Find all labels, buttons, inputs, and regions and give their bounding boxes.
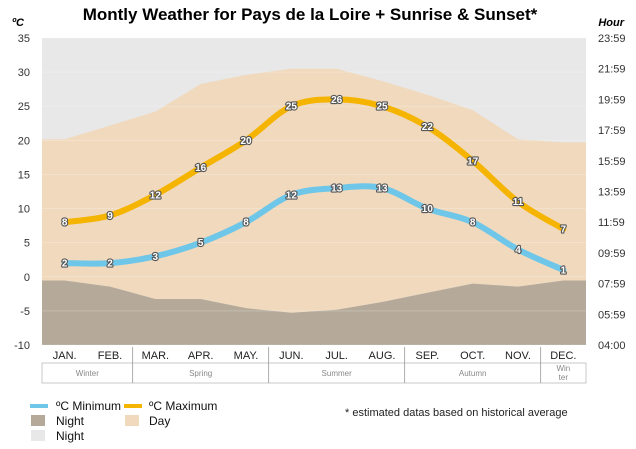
x-tick-label: JUN. — [279, 350, 303, 362]
data-label-minimum: 3 — [153, 252, 159, 263]
y-tick-label: -10 — [14, 340, 30, 352]
y-tick-label: -5 — [20, 306, 30, 318]
x-tick-label: AUG. — [369, 350, 396, 362]
chart-title: Montly Weather for Pays de la Loire + Su… — [83, 5, 538, 24]
x-tick-label: OCT. — [460, 350, 485, 362]
y2-tick-label: 07:59 — [598, 279, 626, 291]
series-lines — [61, 96, 567, 273]
season-label: Winter — [76, 369, 99, 378]
y2-tick-label: 23:59 — [598, 33, 626, 45]
legend-label-night-light: Night — [56, 429, 85, 443]
data-label-minimum: 12 — [286, 190, 298, 201]
legend-swatch-night-dark — [31, 415, 45, 426]
season-label: Autumn — [459, 369, 487, 378]
legend-item-day: Day — [125, 414, 170, 428]
y-tick-label: 20 — [18, 135, 30, 147]
x-tick-label: SEP. — [416, 350, 440, 362]
data-label-maximum: 11 — [513, 197, 524, 208]
data-label-maximum: 26 — [331, 95, 343, 106]
y-tick-label: 35 — [18, 33, 30, 45]
legend-label-night-dark: Night — [56, 414, 85, 428]
x-tick-label: MAY. — [234, 350, 259, 362]
y2-tick-label: 11:59 — [598, 217, 625, 229]
y2-tick-label: 05:59 — [598, 309, 626, 321]
data-label-minimum: 8 — [470, 218, 476, 229]
data-label-maximum: 20 — [240, 136, 252, 147]
data-label-maximum: 7 — [561, 225, 567, 236]
axes: 35302520151050-5-1023:5921:5919:5917:591… — [14, 33, 626, 384]
x-tick-label: DEC. — [550, 350, 576, 362]
data-label-maximum: 8 — [62, 218, 68, 229]
season-label-line: ter — [559, 373, 569, 382]
y2-tick-label: 13:59 — [598, 187, 626, 199]
y2-tick-label: 09:59 — [598, 248, 626, 260]
y-tick-label: 5 — [24, 238, 30, 250]
x-tick-label: MAR. — [142, 350, 170, 362]
y2-tick-label: 21:59 — [598, 64, 626, 76]
series-line-minimum — [61, 183, 567, 273]
data-label-minimum: 4 — [515, 245, 521, 256]
legend-item-night-light: Night — [31, 429, 85, 443]
y-axis-unit: ºC — [12, 17, 25, 29]
x-tick-label: FEB. — [98, 350, 122, 362]
legend-item-minimum: ºC Minimum — [30, 399, 121, 413]
data-label-minimum: 10 — [422, 204, 434, 215]
legend-item-night-dark: Night — [31, 414, 85, 428]
data-label-maximum: 17 — [467, 156, 479, 167]
y2-tick-label: 15:59 — [598, 156, 626, 168]
legend: ºC Minimum ºC Maximum Night Day Night — [30, 399, 217, 443]
y2-axis-unit: Hour — [598, 17, 624, 29]
data-label-maximum: 9 — [107, 211, 113, 222]
legend-item-maximum: ºC Maximum — [124, 399, 217, 413]
legend-label-maximum: ºC Maximum — [149, 399, 217, 413]
y2-tick-label: 04:00 — [598, 340, 626, 352]
data-label-maximum: 25 — [286, 102, 298, 113]
legend-swatch-day — [125, 415, 139, 426]
data-label-maximum: 22 — [422, 122, 434, 133]
x-tick-label: JUL. — [325, 350, 348, 362]
data-label-minimum: 5 — [198, 238, 204, 249]
data-label-maximum: 12 — [150, 190, 162, 201]
y2-tick-label: 19:59 — [598, 94, 626, 106]
data-label-minimum: 2 — [107, 259, 113, 270]
season-label-line: Win — [556, 364, 570, 373]
legend-label-minimum: ºC Minimum — [56, 399, 121, 413]
legend-label-day: Day — [149, 414, 170, 428]
x-tick-label: APR. — [188, 350, 214, 362]
data-label-maximum: 25 — [376, 102, 388, 113]
data-label-minimum: 13 — [376, 184, 388, 195]
y-tick-label: 25 — [18, 101, 30, 113]
season-strip — [41, 362, 587, 384]
data-label-minimum: 13 — [331, 184, 343, 195]
data-label-minimum: 8 — [243, 218, 249, 229]
legend-swatch-night-light — [31, 430, 45, 441]
night-band-lower — [42, 280, 586, 345]
x-tick-label: JAN. — [53, 350, 77, 362]
series-line-maximum — [61, 96, 567, 233]
season-label: Summer — [322, 369, 353, 378]
season-label: Spring — [189, 369, 212, 378]
y-tick-label: 15 — [18, 169, 30, 181]
x-tick-label: NOV. — [505, 350, 531, 362]
y2-tick-label: 17:59 — [598, 125, 626, 137]
y-tick-label: 30 — [18, 67, 30, 79]
data-label-minimum: 1 — [561, 265, 567, 276]
data-label-minimum: 2 — [62, 259, 68, 270]
footnote: * estimated datas based on historical av… — [345, 407, 568, 419]
y-tick-label: 10 — [18, 204, 30, 216]
y-tick-label: 0 — [24, 272, 30, 284]
data-label-maximum: 16 — [195, 163, 207, 174]
